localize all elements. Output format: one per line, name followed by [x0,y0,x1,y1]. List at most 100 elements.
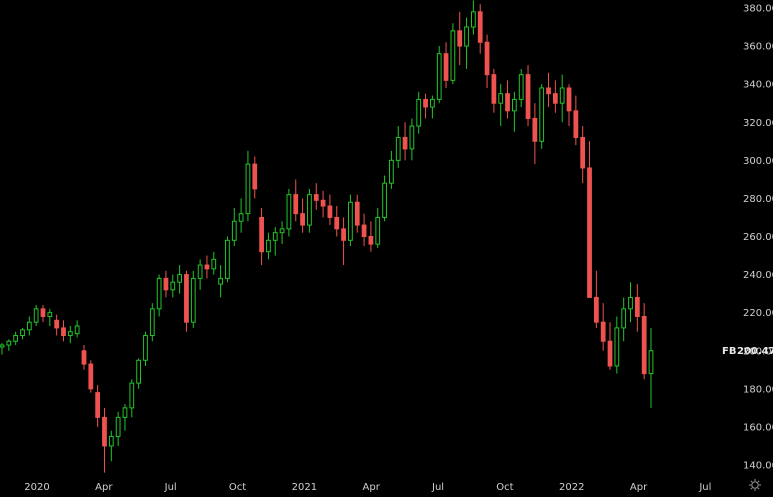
candle-body [354,201,360,226]
x-tick-label: 2020 [24,482,49,493]
candle-body [95,392,101,418]
candle-body [505,93,510,112]
candle [33,305,39,326]
candle-body [559,87,565,104]
candle-body [600,321,606,342]
candle [600,303,606,351]
candle-body [525,74,531,119]
candle-body [621,308,627,329]
y-tick-label: 340.00 [743,80,773,91]
candle-body [54,319,60,329]
candle [607,322,613,370]
candle-body [156,277,162,310]
candle [334,206,340,237]
candle-body [573,110,579,138]
candle [40,305,46,323]
y-tick-label: 280.00 [743,194,773,205]
candle-body [286,194,292,230]
candle-body [266,239,271,253]
candle-body [115,416,121,437]
candle-body [628,296,633,310]
candle-body [607,340,613,367]
candle [409,118,415,161]
candle [477,4,483,54]
candle-body [334,216,340,230]
candle-body [348,201,353,241]
candle [279,221,285,245]
candle-body [88,363,94,390]
candle-body [47,312,53,317]
candle [307,188,312,233]
candle [518,68,524,108]
candle [74,320,80,338]
candle [628,282,633,323]
candle [81,345,87,370]
candle-body [382,182,387,218]
candle-body [252,163,258,190]
candle [102,407,107,473]
candle [614,316,620,374]
candle-body [74,325,80,335]
candle [464,17,469,69]
candle-body [245,163,251,215]
candle-body [648,350,654,375]
candle [348,194,353,247]
candle-body [443,53,449,81]
candle [320,190,326,218]
candle [525,65,531,127]
candle [648,327,654,408]
candle-body [26,321,32,331]
candle-body [108,435,114,447]
candle [341,217,346,266]
candle-body [211,258,217,270]
candle [13,331,19,346]
y-tick-label: 320.00 [743,118,773,129]
candle-body [457,30,463,47]
candle [204,255,210,279]
x-tick-label: 2022 [559,482,584,493]
candle [621,297,627,342]
candle-body [300,213,305,226]
candle [211,251,217,275]
candle [430,95,435,119]
candle-body [511,98,517,112]
candle [136,358,142,389]
y-tick-label: 360.00 [743,42,773,53]
candle [286,188,292,237]
candle-body [0,344,5,348]
candle-body [580,136,586,169]
candle [54,314,60,336]
candle-body [464,26,469,47]
candle-body [218,277,223,285]
candle-body [67,331,73,337]
candle [450,23,456,85]
candle [190,270,196,328]
price-axis: 140.00 160.00 180.00 200.00 220.00 240.00 260.… [743,4,773,472]
candle [156,274,162,317]
candle-body [518,74,524,100]
candle-body [566,87,572,112]
candle [293,179,299,222]
candle-body [484,41,490,76]
candle-body [307,194,312,226]
candle [436,46,442,104]
candle-body [539,87,545,142]
candle [170,274,176,298]
candle [129,379,135,418]
candle-body [313,194,319,201]
symbol-label: FB [722,346,736,357]
candle-body [491,74,497,104]
x-tick-label: Jul [431,482,444,493]
gear-icon[interactable] [749,479,761,491]
candle-body [279,228,285,234]
candle-body [614,327,620,367]
candle [443,42,449,88]
candle [532,103,538,165]
candle-body [136,359,142,384]
candle [266,232,271,260]
candle [149,303,155,342]
candle [457,11,463,66]
candle [61,320,66,342]
candle [122,404,128,431]
